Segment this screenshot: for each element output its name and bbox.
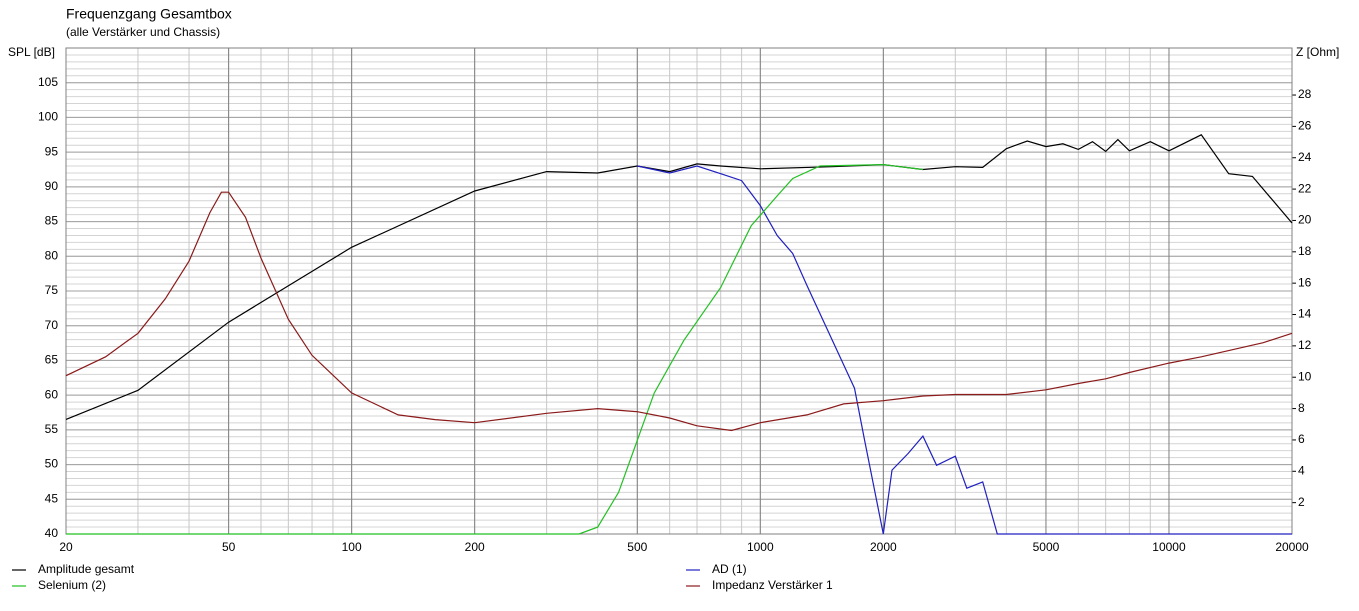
x-tick-label: 5000	[1033, 540, 1060, 554]
x-tick-label: 20	[59, 540, 73, 554]
y2-tick-label: 20	[1298, 213, 1312, 227]
x-tick-label: 1000	[747, 540, 774, 554]
y-tick-label: 80	[45, 248, 59, 262]
y-tick-label: 65	[45, 353, 59, 367]
y2-tick-label: 14	[1298, 307, 1312, 321]
legend-label: Impedanz Verstärker 1	[712, 578, 833, 592]
series-line	[65, 134, 1293, 420]
x-tick-label: 500	[627, 540, 647, 554]
series-line	[637, 165, 1292, 535]
legend-label: Amplitude gesamt	[38, 562, 135, 576]
series-line	[66, 163, 923, 535]
chart-title: Frequenzgang Gesamtbox	[66, 6, 232, 22]
x-tick-label: 10000	[1152, 540, 1186, 554]
y2-tick-label: 6	[1298, 432, 1305, 446]
y-tick-label: 45	[45, 491, 59, 505]
x-tick-label: 2000	[870, 540, 897, 554]
y2-tick-label: 18	[1298, 244, 1312, 258]
y2-tick-label: 16	[1298, 275, 1312, 289]
legend-label: AD (1)	[712, 562, 747, 576]
chart-subtitle: (alle Verstärker und Chassis)	[66, 25, 220, 39]
y2-axis-label: Z [Ohm]	[1296, 45, 1339, 59]
plot-border	[65, 47, 1293, 535]
series-line	[65, 191, 1293, 432]
x-tick-label: 100	[342, 540, 362, 554]
y2-tick-label: 28	[1298, 87, 1312, 101]
x-tick-label: 200	[465, 540, 485, 554]
y-tick-label: 95	[45, 144, 59, 158]
x-tick-label: 20000	[1275, 540, 1309, 554]
y-axis-label: SPL [dB]	[8, 45, 55, 59]
y2-tick-label: 26	[1298, 119, 1312, 133]
y2-tick-label: 12	[1298, 338, 1312, 352]
y2-tick-label: 2	[1298, 495, 1305, 509]
y-tick-label: 100	[38, 110, 58, 124]
x-tick-label: 50	[222, 540, 236, 554]
y-tick-label: 85	[45, 214, 59, 228]
y-tick-label: 90	[45, 179, 59, 193]
y-tick-label: 75	[45, 283, 59, 297]
y-tick-label: 60	[45, 387, 59, 401]
y2-tick-label: 8	[1298, 401, 1305, 415]
y2-tick-label: 4	[1298, 463, 1305, 477]
y-tick-label: 70	[45, 318, 59, 332]
y-tick-label: 105	[38, 75, 58, 89]
y-tick-label: 55	[45, 422, 59, 436]
y2-tick-label: 10	[1298, 369, 1312, 383]
y-tick-label: 40	[45, 526, 59, 540]
legend-label: Selenium (2)	[38, 578, 106, 592]
y2-tick-label: 24	[1298, 150, 1312, 164]
y2-tick-label: 22	[1298, 181, 1312, 195]
y-tick-label: 50	[45, 457, 59, 471]
